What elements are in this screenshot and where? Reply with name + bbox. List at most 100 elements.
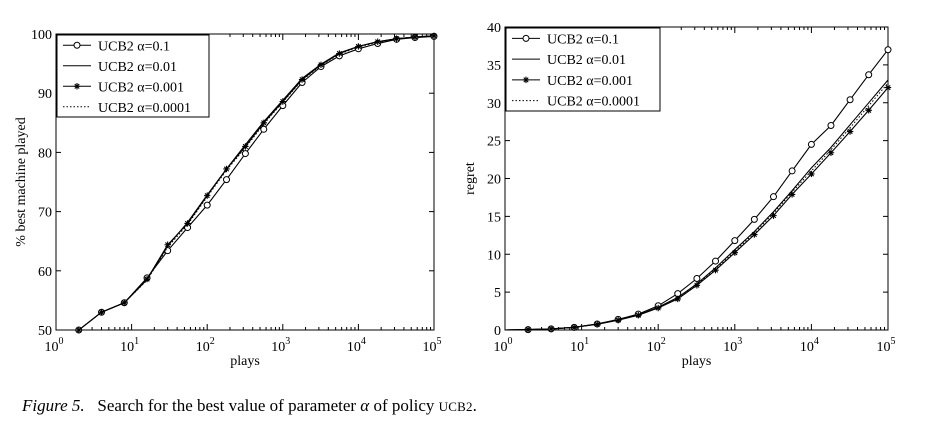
- legend-label: UCB2 α=0.0001: [547, 95, 640, 110]
- series-line: [504, 79, 889, 331]
- y-tick-label: 100: [31, 28, 52, 43]
- x-tick-label: 103: [723, 336, 742, 355]
- legend-label: UCB2 α=0.001: [547, 74, 633, 89]
- y-tick-label: 50: [38, 324, 52, 339]
- data-point: [884, 46, 892, 54]
- y-tick-label: 20: [487, 173, 501, 188]
- data-point: [846, 96, 854, 104]
- data-point: [143, 275, 151, 283]
- data-point: [769, 193, 777, 201]
- left-chart-percent-best-machine: 50 60 70 80 90 100 100 101 102 103 104 105 plays % be…: [14, 28, 442, 369]
- data-point: [570, 324, 578, 331]
- data-point: [298, 76, 306, 83]
- x-tick-label: 103: [271, 336, 290, 355]
- data-point: [411, 33, 419, 41]
- x-tick-label: 101: [570, 336, 589, 355]
- legend-label: UCB2 α=0.1: [98, 39, 170, 54]
- data-point: [865, 71, 873, 79]
- legend-label: UCB2 α=0.1: [547, 32, 619, 47]
- data-point: [355, 43, 362, 50]
- data-point: [827, 149, 835, 156]
- y-tick-label: 90: [38, 87, 52, 102]
- plot-frame: [55, 33, 435, 331]
- caption-text-mid: of policy: [373, 396, 435, 415]
- legend-label: UCB2 α=0.01: [98, 60, 177, 75]
- data-point: [731, 249, 738, 256]
- data-point: [121, 299, 128, 306]
- data-point: [317, 61, 325, 68]
- data-point: [241, 150, 249, 158]
- data-point: [222, 176, 230, 184]
- data-point: [374, 38, 381, 45]
- data-point: [524, 326, 532, 333]
- y-tick-label: 5: [494, 286, 501, 301]
- y-axis-label: regret: [463, 162, 478, 195]
- caption-policy: UCB2: [438, 399, 473, 414]
- y-tick-label: 10: [487, 248, 501, 263]
- x-tick-label: 104: [347, 336, 366, 355]
- data-point: [393, 35, 400, 42]
- caption-text-before: Search for the best value of parameter: [97, 396, 357, 415]
- data-point: [865, 107, 872, 114]
- caption-label: Figure 5.: [22, 396, 85, 415]
- y-tick-label: 0: [494, 324, 501, 339]
- caption-symbol: α: [360, 396, 370, 415]
- data-point: [712, 257, 720, 265]
- data-point: [770, 212, 777, 219]
- y-tick-label: 80: [38, 146, 52, 161]
- data-point: [750, 215, 758, 223]
- legend-box: [56, 34, 210, 118]
- data-point: [807, 140, 815, 148]
- caption-text-end: .: [472, 396, 477, 415]
- data-point: [242, 143, 249, 150]
- data-point: [614, 316, 622, 324]
- legend-marker: [73, 83, 81, 90]
- x-tick-label: 101: [120, 336, 139, 355]
- x-axis-label: plays: [230, 354, 260, 369]
- series-3: [504, 82, 889, 331]
- data-point: [808, 170, 815, 178]
- data-point: [430, 32, 438, 39]
- data-point: [731, 237, 739, 245]
- data-point: [655, 304, 662, 312]
- data-point: [336, 50, 343, 57]
- x-tick-label: 102: [196, 336, 215, 355]
- data-point: [693, 274, 701, 282]
- data-point: [635, 312, 642, 319]
- x-tick-label: 100: [494, 336, 513, 355]
- x-tick-label: 105: [423, 336, 442, 355]
- data-point: [204, 192, 211, 199]
- legend-marker: [73, 41, 81, 49]
- data-point: [164, 241, 171, 248]
- y-tick-label: 40: [487, 21, 501, 36]
- x-tick-label: 104: [800, 336, 819, 355]
- data-point: [223, 165, 230, 173]
- legend-marker: [522, 34, 530, 42]
- legend: UCB2 α=0.1 UCB2 α=0.01 UCB2 α=0.001 UCB2 α=…: [505, 27, 661, 112]
- y-tick-label: 30: [487, 97, 501, 112]
- x-tick-label: 105: [877, 336, 896, 355]
- y-tick-label: 60: [38, 265, 52, 280]
- series-2: [504, 84, 892, 333]
- legend-label: UCB2 α=0.0001: [98, 101, 191, 116]
- data-point: [260, 125, 268, 133]
- series-3: [56, 35, 435, 331]
- data-point: [712, 266, 719, 274]
- y-tick-label: 35: [487, 59, 501, 74]
- series-1: [504, 79, 889, 331]
- data-point: [260, 119, 267, 126]
- y-axis-label: % best machine played: [14, 117, 29, 246]
- data-point: [846, 128, 854, 135]
- series-line: [504, 82, 889, 331]
- series-line: [56, 35, 435, 331]
- data-point: [184, 220, 191, 227]
- data-point: [674, 295, 681, 303]
- legend-label: UCB2 α=0.01: [547, 53, 626, 68]
- data-point: [827, 121, 835, 129]
- legend-marker: [522, 76, 530, 84]
- legend-label: UCB2 α=0.001: [98, 80, 184, 95]
- legend: UCB2 α=0.1 UCB2 α=0.01 UCB2 α=0.001 UCB2 α=…: [56, 34, 210, 118]
- x-tick-label: 102: [647, 336, 666, 355]
- legend-box: [505, 27, 661, 112]
